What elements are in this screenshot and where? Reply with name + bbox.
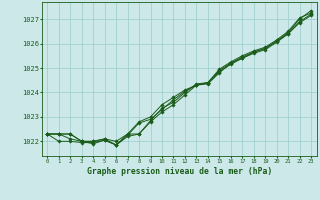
- X-axis label: Graphe pression niveau de la mer (hPa): Graphe pression niveau de la mer (hPa): [87, 167, 272, 176]
